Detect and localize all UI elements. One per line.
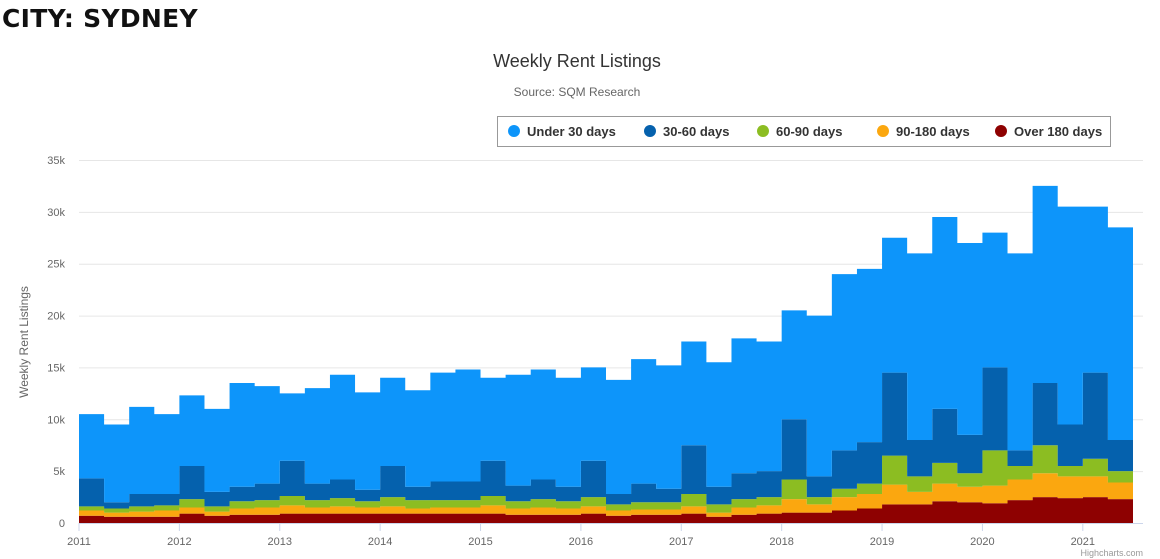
legend-item[interactable]: 90-180 days: [877, 124, 970, 139]
legend: Under 30 days 30-60 days 60-90 days 90-180 …: [497, 116, 1111, 147]
series-area-under-30-days[interactable]: [79, 185, 1133, 503]
x-tick-label: 2013: [268, 536, 292, 548]
x-tick-label: 2012: [167, 536, 191, 548]
y-axis-ticks: 0 5k 10k 15k 20k 25k 30k 35k: [47, 155, 65, 530]
legend-marker-icon: [877, 125, 889, 137]
legend-label: Over 180 days: [1014, 124, 1102, 139]
series-area-over-180-days[interactable]: [79, 497, 1133, 523]
y-tick-label: 10k: [47, 414, 65, 426]
legend-label: Under 30 days: [527, 124, 616, 139]
legend-marker-icon: [508, 125, 520, 137]
x-tick-label: 2011: [67, 536, 91, 548]
x-tick-label: 2018: [769, 536, 793, 548]
legend-item[interactable]: 30-60 days: [644, 124, 730, 139]
y-tick-label: 35k: [47, 155, 65, 167]
y-tick-label: 15k: [47, 362, 65, 374]
x-tick-label: 2021: [1071, 536, 1095, 548]
legend-marker-icon: [644, 125, 656, 137]
chart-title: Weekly Rent Listings: [493, 51, 661, 71]
y-axis-label: Weekly Rent Listings: [17, 286, 31, 398]
legend-label: 30-60 days: [663, 124, 730, 139]
x-tick-label: 2016: [569, 536, 593, 548]
legend-item[interactable]: Over 180 days: [995, 124, 1102, 139]
x-tick-label: 2020: [970, 536, 994, 548]
series-areas: [79, 185, 1133, 523]
series-area-30-60-days[interactable]: [79, 367, 1133, 509]
y-tick-label: 20k: [47, 311, 65, 323]
legend-marker-icon: [757, 125, 769, 137]
series-area-90-180-days[interactable]: [79, 473, 1133, 517]
legend-label: 90-180 days: [896, 124, 970, 139]
legend-item[interactable]: Under 30 days: [508, 124, 616, 139]
page-heading: CITY: SYDNEY: [2, 4, 198, 33]
highcharts-credit[interactable]: Highcharts.com: [1080, 548, 1143, 558]
legend-marker-icon: [995, 125, 1007, 137]
chart-subtitle: Source: SQM Research: [514, 85, 641, 99]
y-tick-label: 0: [59, 518, 65, 530]
legend-label: 60-90 days: [776, 124, 843, 139]
x-tick-label: 2015: [468, 536, 492, 548]
y-tick-label: 25k: [47, 259, 65, 271]
x-tick-label: 2017: [669, 536, 693, 548]
y-tick-label: 30k: [47, 207, 65, 219]
legend-item[interactable]: 60-90 days: [757, 124, 843, 139]
x-tick-label: 2019: [870, 536, 894, 548]
x-tick-label: 2014: [368, 536, 392, 548]
y-tick-label: 5k: [53, 466, 65, 478]
legend-box: [497, 116, 1111, 147]
x-axis-ticks: 2011 2012 2013 2014 2015 2016 2017 2018 2019 2020…: [67, 523, 1095, 548]
